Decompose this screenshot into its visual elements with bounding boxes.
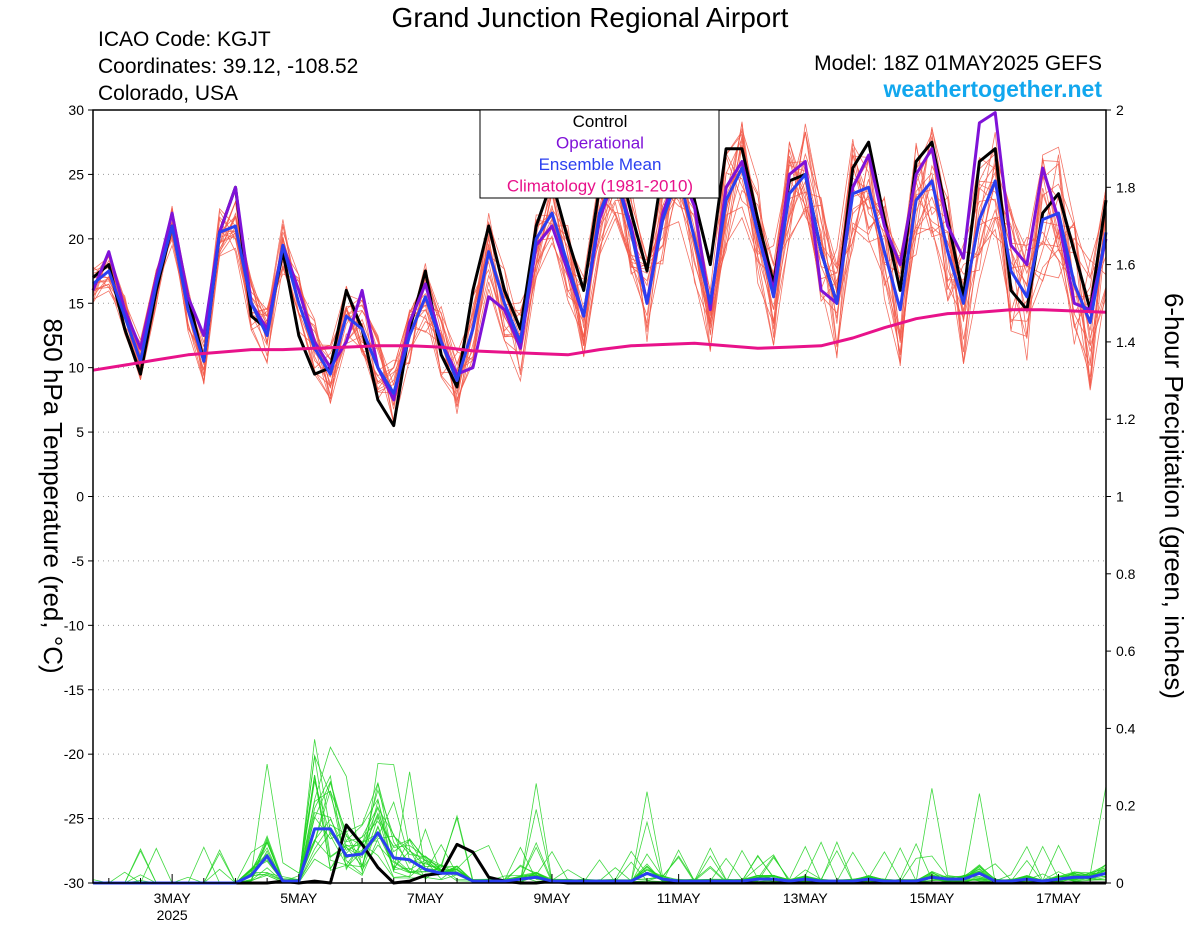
y-tick-label-left: 25	[68, 166, 84, 182]
legend-entry: Control	[573, 112, 628, 131]
legend-entry: Ensemble Mean	[539, 155, 662, 174]
axis-ticks: 302520151050-5-10-15-20-25-3021.81.61.41…	[64, 102, 1136, 923]
site-link[interactable]: weathertogether.net	[883, 76, 1102, 102]
x-tick-label: 15MAY	[909, 890, 955, 906]
x-tick-label: 5MAY	[280, 890, 318, 906]
precip-ensemble-mean-line	[93, 827, 1107, 885]
legend-entry: Operational	[556, 134, 644, 153]
coordinates: Coordinates: 39.12, -108.52	[98, 55, 359, 78]
y-tick-label-left: -25	[64, 811, 84, 827]
legend: Control Operational Ensemble Mean Climatolo…	[479, 109, 720, 199]
y-tick-label-right: 0	[1116, 875, 1124, 891]
y-tick-label-right: 1	[1116, 489, 1124, 505]
y-axis-label-left: 850 hPa Temperature (red, °C)	[38, 318, 68, 673]
y-tick-label-left: 15	[68, 295, 84, 311]
temp-ensemble-mean-line	[92, 166, 1108, 395]
y-tick-label-right: 0.4	[1116, 720, 1136, 736]
temp-climatology-line	[92, 308, 1107, 372]
y-tick-label-left: 30	[68, 102, 84, 118]
precipitation-member-line	[93, 763, 1107, 884]
x-tick-label: 11MAY	[657, 890, 701, 906]
precipitation-member-line	[93, 781, 1107, 884]
precipitation-member-line	[93, 774, 1107, 884]
legend-entry: Climatology (1981-2010)	[507, 177, 693, 196]
region: Colorado, USA	[98, 82, 239, 105]
precipitation-member-line	[93, 775, 1107, 884]
y-tick-label-right: 1.4	[1116, 334, 1136, 350]
y-tick-label-right: 0.8	[1116, 566, 1136, 582]
y-tick-label-left: -20	[64, 746, 84, 762]
y-tick-label-right: 1.6	[1116, 257, 1136, 273]
model-run: Model: 18Z 01MAY2025 GEFS	[814, 52, 1102, 75]
x-tick-label: 13MAY	[783, 890, 829, 906]
precipitation-member-line	[93, 781, 1107, 884]
precipitation-member-line	[93, 746, 1107, 884]
y-tick-label-left: -5	[72, 553, 85, 569]
y-tick-label-right: 2	[1116, 102, 1124, 118]
precipitation-member-line	[92, 777, 1107, 884]
y-tick-label-left: 0	[76, 489, 84, 505]
precipitation-member-line	[93, 798, 1107, 884]
x-tick-label: 7MAY	[407, 890, 445, 906]
precipitation-member-line	[93, 818, 1107, 884]
precipitation-member-line	[92, 771, 1107, 884]
precipitation-member-line	[93, 790, 1107, 884]
precipitation-member-line	[93, 774, 1107, 884]
x-tick-sublabel: 2025	[157, 907, 188, 923]
y-tick-label-right: 1.2	[1116, 411, 1136, 427]
y-tick-label-right: 1.8	[1116, 179, 1136, 195]
precipitation-member-line	[93, 780, 1107, 884]
y-tick-label-left: -10	[64, 617, 84, 633]
y-axis-label-right: 6-hour Precipitation (green, inches)	[1159, 293, 1189, 699]
legend-box	[479, 109, 720, 199]
y-tick-label-left: 10	[68, 360, 84, 376]
icao-code: ICAO Code: KGJT	[98, 28, 271, 51]
chart-title: Grand Junction Regional Airport	[391, 2, 789, 33]
y-tick-label-right: 0.2	[1116, 798, 1136, 814]
y-tick-label-left: -30	[64, 875, 84, 891]
precipitation-member-line	[93, 739, 1107, 884]
precipitation-member-line	[93, 781, 1107, 884]
x-tick-label: 9MAY	[533, 890, 571, 906]
y-tick-label-left: 20	[68, 231, 84, 247]
precipitation-member-line	[93, 790, 1107, 884]
precipitation-member-line	[93, 809, 1107, 884]
y-tick-label-right: 0.6	[1116, 643, 1136, 659]
x-tick-label: 3MAY	[154, 890, 192, 906]
x-tick-label: 17MAY	[1036, 890, 1082, 906]
y-tick-label-left: 5	[76, 424, 84, 440]
series-lines	[91, 111, 1108, 885]
y-tick-label-left: -15	[64, 682, 84, 698]
